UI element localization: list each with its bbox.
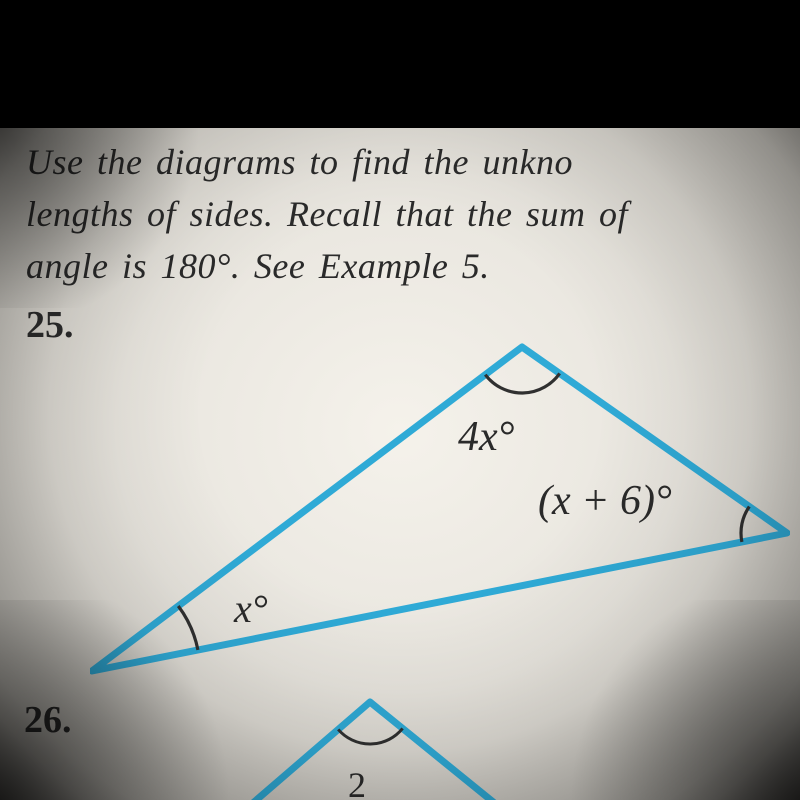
angle-label-x-plus-6: (x + 6)°: [538, 477, 672, 525]
triangle-diagram-25: [90, 323, 790, 693]
instruction-text: Use the diagrams to find the unkno lengt…: [26, 136, 800, 293]
instruction-line-2: lengths of sides. Recall that the sum of: [26, 194, 628, 234]
angle-label-4x: 4x°: [458, 413, 514, 461]
instruction-line-1: Use the diagrams to find the unkno: [26, 142, 573, 182]
instruction-line-3: angle is 180°. See Example 5.: [26, 246, 490, 286]
triangle-25-outline: [92, 347, 787, 671]
angle-arc-26-top: [338, 728, 402, 744]
angle-label-26-partial: 2: [348, 764, 366, 800]
problem-number-25: 25.: [26, 303, 74, 347]
angle-arc-right: [741, 507, 749, 542]
triangle-diagram-26: [170, 690, 590, 800]
textbook-page: Use the diagrams to find the unkno lengt…: [0, 128, 800, 800]
angle-label-x: x°: [234, 585, 268, 632]
angle-arc-left: [178, 606, 198, 650]
problem-number-26: 26.: [24, 698, 72, 742]
angle-arc-top: [485, 373, 559, 393]
triangle-26-outline: [210, 702, 540, 800]
